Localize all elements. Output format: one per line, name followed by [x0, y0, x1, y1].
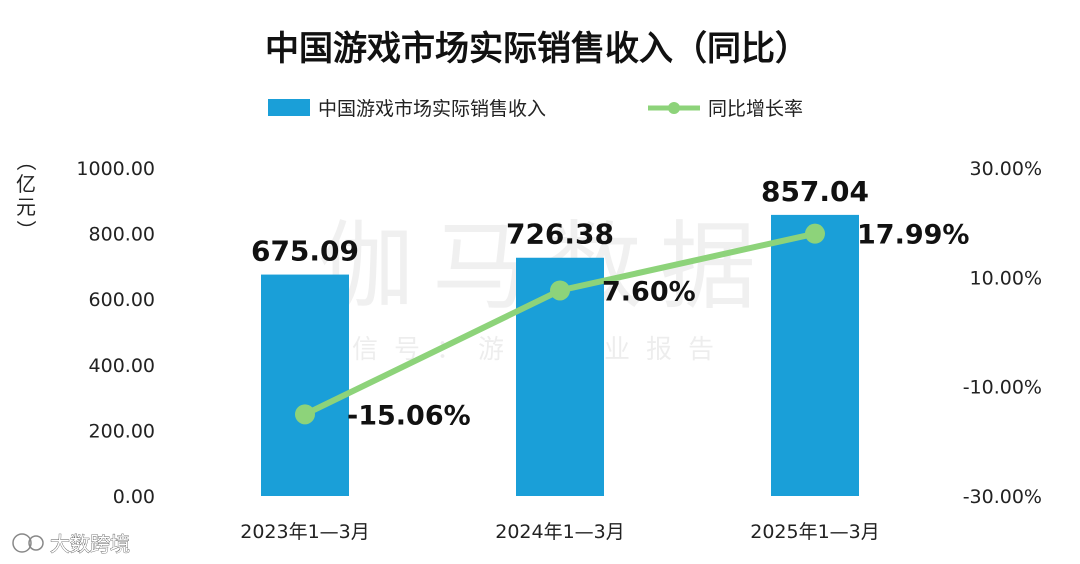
x-tick-label: 2024年1—3月 [495, 521, 625, 543]
growth-value-label: 7.60% [602, 276, 696, 307]
bar-value-label: 675.09 [251, 235, 359, 268]
watermark-sub: 微信号：游戏产业报告 [310, 335, 730, 365]
growth-point [295, 404, 315, 425]
y2-tick-label: -30.00% [963, 486, 1042, 508]
bar-value-label: 857.04 [761, 175, 869, 208]
legend: 中国游戏市场实际销售收入 同比增长率 [268, 98, 803, 120]
bar-value-label: 726.38 [506, 218, 614, 251]
legend-bar-label: 中国游戏市场实际销售收入 [318, 98, 546, 120]
legend-bar-swatch [268, 99, 310, 116]
y-axis-label-char: 元 [16, 195, 36, 219]
source-text: 大数跨境 [50, 532, 130, 556]
y2-tick-label: 30.00% [970, 158, 1042, 180]
y2-axis-ticks: -30.00% -10.00% 10.00% 30.00% [963, 158, 1042, 508]
y-tick-label: 800.00 [89, 224, 155, 246]
y-tick-label: 200.00 [89, 420, 155, 442]
growth-value-label: 17.99% [857, 220, 969, 251]
y2-tick-label: 10.00% [970, 267, 1042, 289]
y-axis-label-char: ） [14, 220, 38, 240]
line-series: -15.06% 7.60% 17.99% [295, 220, 969, 431]
source-logo-icon-2 [28, 535, 44, 551]
growth-point [805, 223, 825, 244]
bar [261, 274, 349, 496]
growth-value-label: -15.06% [347, 400, 471, 431]
y-tick-label: 1000.00 [76, 158, 155, 180]
y-tick-label: 400.00 [89, 355, 155, 377]
legend-line-label: 同比增长率 [708, 98, 803, 120]
x-tick-label: 2023年1—3月 [240, 521, 370, 543]
y-axis-label-char: 亿 [16, 172, 36, 196]
source-logo-icon [12, 533, 32, 553]
y-axis-ticks: 0.00 200.00 400.00 600.00 800.00 1000.00 [76, 158, 155, 508]
x-axis-ticks: 2023年1—3月 2024年1—3月 2025年1—3月 [240, 521, 880, 543]
y2-tick-label: -10.00% [963, 377, 1042, 399]
y-axis-label-char: （ [14, 151, 38, 171]
x-tick-label: 2025年1—3月 [750, 521, 880, 543]
bar [771, 214, 859, 497]
y-tick-label: 600.00 [89, 289, 155, 311]
y-axis-label: （亿元） [14, 151, 38, 240]
chart-title: 中国游戏市场实际销售收入（同比） [265, 29, 809, 69]
growth-point [550, 280, 570, 301]
legend-line-marker [668, 102, 680, 114]
y-tick-label: 0.00 [113, 486, 155, 508]
bar-series: 675.09 726.38 857.04 [251, 175, 869, 497]
source-mark: 大数跨境 [12, 532, 130, 556]
